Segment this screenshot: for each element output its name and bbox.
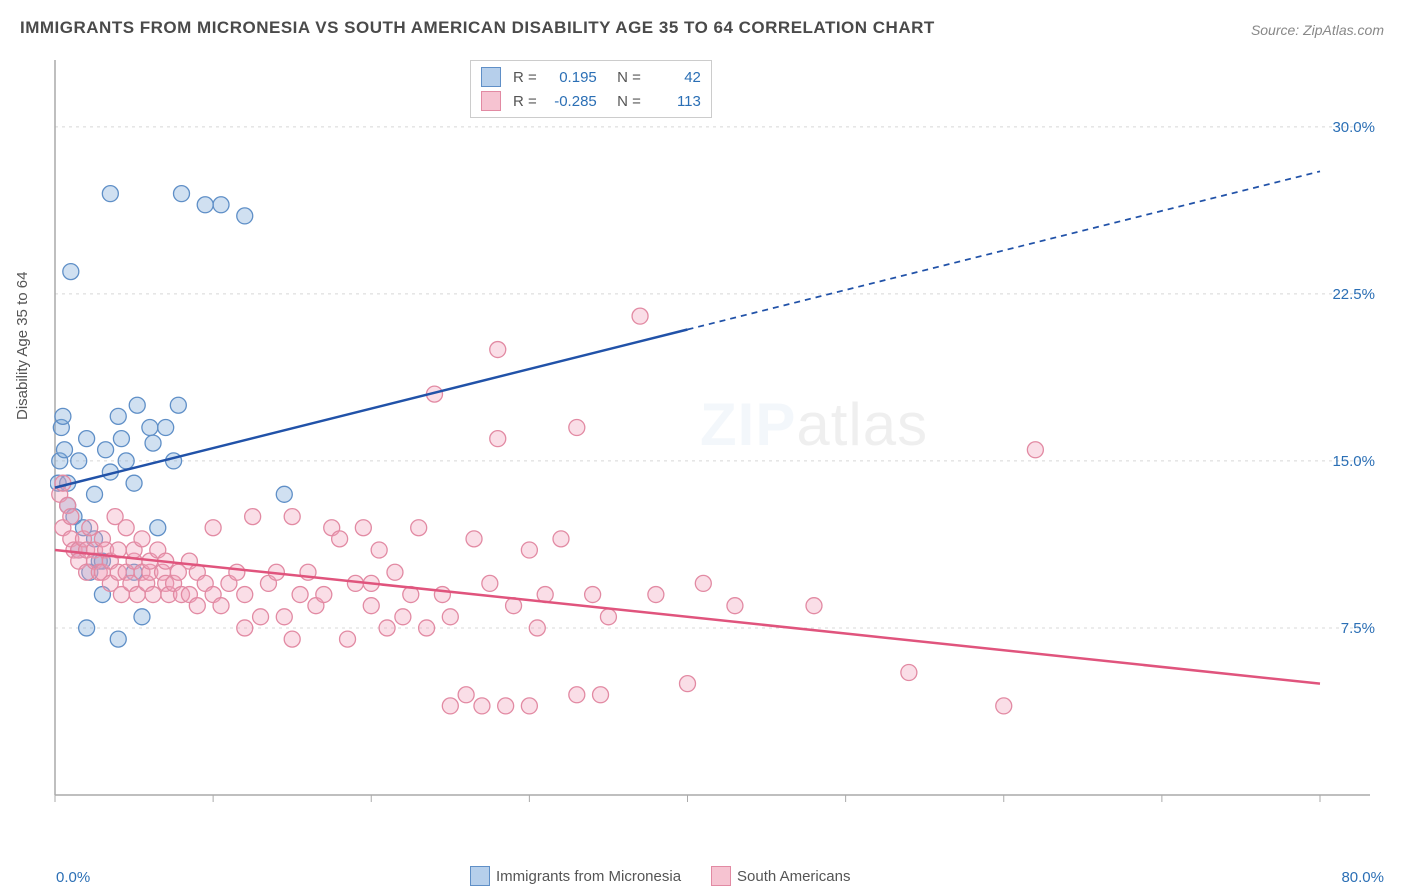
svg-text:30.0%: 30.0% [1332, 119, 1375, 136]
n-label: N = [609, 93, 641, 110]
legend-label: Immigrants from Micronesia [496, 868, 681, 885]
n-label: N = [609, 69, 641, 86]
swatch-micronesia [481, 67, 501, 87]
svg-text:15.0%: 15.0% [1332, 453, 1375, 470]
series-legend: Immigrants from Micronesia South America… [470, 866, 850, 886]
y-axis-label: Disability Age 35 to 64 [14, 272, 31, 420]
r-value-south-american: -0.285 [545, 93, 597, 110]
x-axis-max: 80.0% [1341, 869, 1384, 886]
legend-item-south-american: South Americans [711, 866, 850, 886]
legend-item-micronesia: Immigrants from Micronesia [470, 866, 681, 886]
x-axis-min: 0.0% [56, 869, 90, 886]
svg-text:7.5%: 7.5% [1341, 620, 1375, 637]
correlation-legend: R = 0.195 N = 42 R = -0.285 N = 113 [470, 60, 712, 118]
r-value-micronesia: 0.195 [545, 69, 597, 86]
swatch-icon [470, 866, 490, 886]
r-label: R = [513, 69, 537, 86]
legend-label: South Americans [737, 868, 850, 885]
r-label: R = [513, 93, 537, 110]
n-value-south-american: 113 [649, 93, 701, 110]
n-value-micronesia: 42 [649, 69, 701, 86]
chart-title: IMMIGRANTS FROM MICRONESIA VS SOUTH AMER… [20, 18, 935, 38]
svg-text:22.5%: 22.5% [1332, 286, 1375, 303]
swatch-icon [711, 866, 731, 886]
swatch-south-american [481, 91, 501, 111]
legend-row-south-american: R = -0.285 N = 113 [481, 89, 701, 113]
legend-row-micronesia: R = 0.195 N = 42 [481, 65, 701, 89]
source-label: Source: ZipAtlas.com [1251, 22, 1384, 38]
scatter-plot: 7.5% 15.0% 22.5% 30.0% [50, 55, 1380, 825]
